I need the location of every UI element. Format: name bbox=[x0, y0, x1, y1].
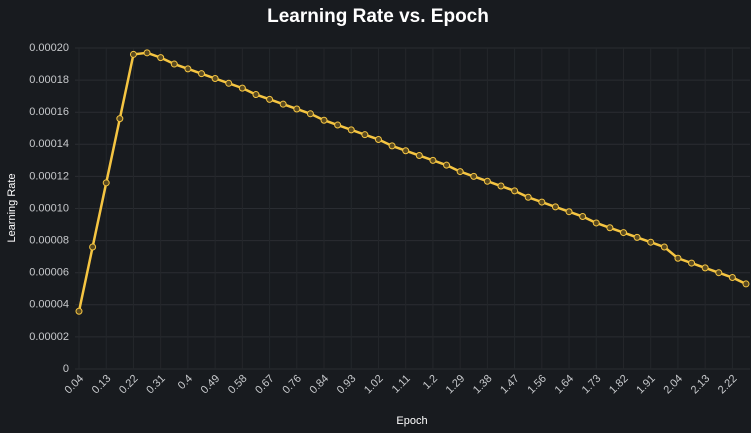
point bbox=[674, 254, 682, 262]
point bbox=[443, 161, 451, 169]
point bbox=[647, 238, 655, 246]
point bbox=[347, 126, 355, 134]
point bbox=[511, 187, 519, 195]
point bbox=[728, 274, 736, 282]
point bbox=[497, 182, 505, 190]
point bbox=[456, 168, 464, 176]
y-tick-label: 0.00006 bbox=[29, 267, 69, 279]
point bbox=[429, 156, 437, 164]
point bbox=[75, 307, 83, 315]
point bbox=[102, 179, 110, 187]
point bbox=[606, 224, 614, 232]
point bbox=[211, 74, 219, 82]
chart-title: Learning Rate vs. Epoch bbox=[267, 6, 489, 27]
point bbox=[361, 131, 369, 139]
point bbox=[170, 60, 178, 68]
x-axis-label: Epoch bbox=[396, 415, 427, 427]
y-tick-label: 0.00012 bbox=[29, 170, 69, 182]
point bbox=[742, 280, 750, 288]
point bbox=[592, 219, 600, 227]
point bbox=[320, 116, 328, 124]
point bbox=[551, 203, 559, 211]
point bbox=[306, 110, 314, 118]
y-tick-label: 0.00004 bbox=[29, 299, 69, 311]
y-axis-label: Learning Rate bbox=[6, 173, 18, 242]
point bbox=[279, 100, 287, 108]
point bbox=[538, 198, 546, 206]
y-tick-label: 0 bbox=[63, 363, 69, 375]
point bbox=[633, 233, 641, 241]
point bbox=[129, 50, 137, 58]
point bbox=[565, 208, 573, 216]
point bbox=[579, 213, 587, 221]
point bbox=[143, 49, 151, 57]
point bbox=[483, 177, 491, 185]
point bbox=[89, 243, 97, 251]
y-tick-label: 0.00016 bbox=[29, 106, 69, 118]
point bbox=[688, 259, 696, 267]
point bbox=[266, 95, 274, 103]
point bbox=[701, 264, 709, 272]
y-tick-label: 0.00002 bbox=[29, 331, 69, 343]
y-tick-label: 0.00020 bbox=[29, 42, 69, 54]
y-tick-label: 0.00018 bbox=[29, 74, 69, 86]
point bbox=[198, 70, 206, 78]
point bbox=[184, 65, 192, 73]
point bbox=[415, 152, 423, 160]
point bbox=[619, 229, 627, 237]
point bbox=[225, 79, 233, 87]
point bbox=[715, 269, 723, 277]
point bbox=[238, 84, 246, 92]
point bbox=[524, 193, 532, 201]
point bbox=[157, 54, 165, 62]
point bbox=[293, 105, 301, 113]
point bbox=[252, 91, 260, 99]
y-tick-label: 0.00010 bbox=[29, 202, 69, 214]
point bbox=[334, 121, 342, 129]
point bbox=[660, 243, 668, 251]
point bbox=[388, 142, 396, 150]
y-tick-label: 0.00014 bbox=[29, 138, 69, 150]
point bbox=[374, 135, 382, 143]
point bbox=[402, 147, 410, 155]
point bbox=[116, 115, 124, 123]
point bbox=[470, 172, 478, 180]
y-tick-label: 0.00008 bbox=[29, 235, 69, 247]
